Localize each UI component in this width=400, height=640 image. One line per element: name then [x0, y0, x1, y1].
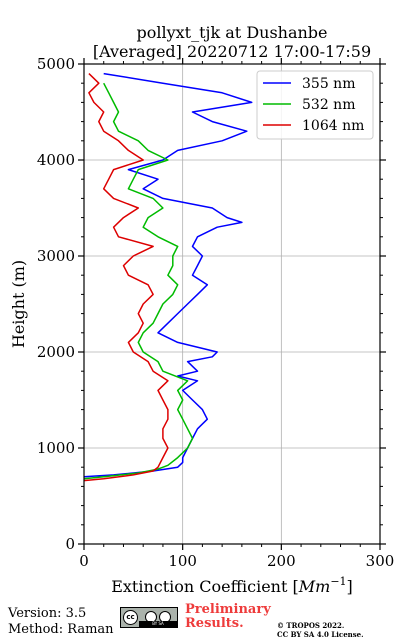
x-tick-label: 100 — [168, 552, 197, 570]
x-axis-label-main: Extinction Coefficient [ — [111, 577, 299, 596]
cc-logo-icon: cc — [123, 610, 138, 625]
x-axis-label-unit: Mm — [298, 577, 331, 596]
x-axis-label-close: ] — [347, 577, 353, 596]
x-axis-label-exponent: −1 — [330, 575, 346, 588]
x-tick-label: 300 — [366, 552, 395, 570]
cc-badge-strip: BY SA — [139, 621, 177, 627]
y-tick-label: 3000 — [37, 247, 75, 265]
series-line-355-nm — [83, 72, 253, 478]
version-text: Version: 3.5 — [8, 606, 87, 621]
cc-license-badge: cc BY SA — [120, 607, 178, 628]
x-tick-label: 0 — [79, 552, 89, 570]
preliminary-line2: Results. — [185, 616, 244, 631]
chart-title-line2: [Averaged] 20220712 17:00-17:59 — [93, 42, 371, 61]
x-tick-label: 200 — [267, 552, 296, 570]
series-line-532-nm — [83, 82, 194, 480]
x-axis-label: Extinction Coefficient [Mm−1] — [111, 575, 353, 596]
y-tick-label: 1000 — [37, 439, 75, 457]
series-layer — [83, 72, 253, 482]
legend-label: 532 nm — [302, 97, 355, 113]
y-tick-label: 5000 — [37, 55, 75, 73]
copyright-note: © TROPOS 2022. CC BY SA 4.0 License. — [277, 621, 364, 639]
legend-box — [256, 70, 374, 140]
method-text: Method: Raman — [8, 622, 114, 637]
chart-title-line1: pollyxt_tjk at Dushanbe — [136, 23, 327, 42]
y-tick-label: 2000 — [37, 343, 75, 361]
y-tick-label: 0 — [65, 535, 75, 553]
y-axis-label: Height (m) — [9, 260, 28, 348]
copyright-line2: CC BY SA 4.0 License. — [277, 630, 364, 639]
y-tick-label: 4000 — [37, 151, 75, 169]
legend-label: 355 nm — [302, 76, 355, 92]
legend: 355 nm 532 nm 1064 nm — [256, 70, 374, 140]
copyright-line1: © TROPOS 2022. — [277, 621, 345, 630]
plot-frame — [83, 63, 381, 545]
preliminary-line1: Preliminary — [185, 602, 271, 617]
series-line-1064-nm — [83, 73, 169, 482]
legend-label: 1064 nm — [302, 118, 364, 134]
preliminary-results-note: Preliminary Results. — [185, 603, 271, 631]
